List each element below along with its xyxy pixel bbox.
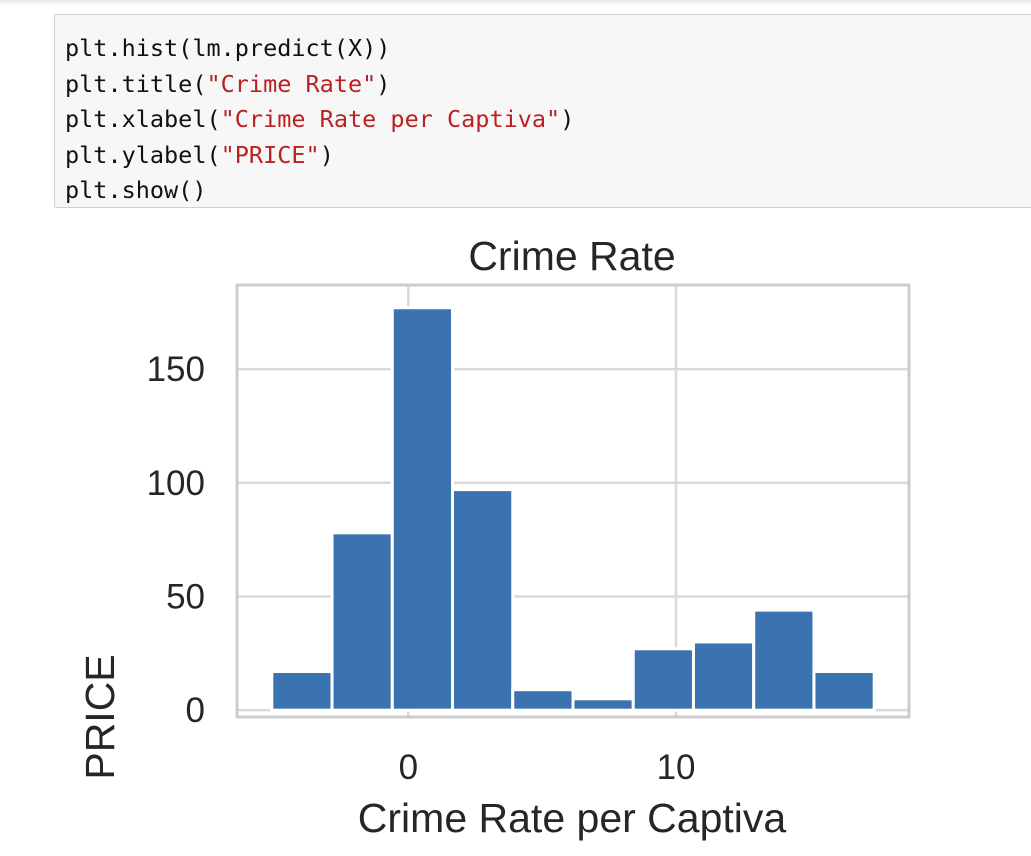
- y-tick-label: 150: [147, 350, 205, 389]
- x-tick-label: 0: [399, 748, 418, 787]
- code-token: ): [376, 69, 391, 98]
- code-line: plt.show(): [65, 173, 574, 209]
- y-tick-label: 0: [186, 691, 205, 730]
- code-string-token: "Crime Rate per Captiva": [220, 105, 561, 133]
- output-area: 0 50 100 150 0 10 Crime Rate Crime Rate per …: [0, 210, 1031, 856]
- histogram-bar: [691, 640, 756, 712]
- histogram-bar: [270, 670, 334, 712]
- histogram-bar: [571, 697, 635, 712]
- histogram-bar: [631, 647, 695, 712]
- code-editor[interactable]: plt.hist(lm.predict(X)) plt.title("Crime …: [65, 31, 574, 209]
- x-tick-labels: 0 10: [399, 748, 696, 787]
- histogram-bar: [330, 531, 394, 712]
- code-token: plt.ylabel(: [65, 140, 221, 169]
- code-token: plt.hist(lm.predict(X)): [65, 34, 391, 62]
- y-tick-labels: 0 50 100 150: [147, 350, 205, 730]
- histogram-bar: [812, 670, 876, 712]
- code-token: ): [319, 140, 334, 169]
- histogram-chart: 0 50 100 150 0 10 Crime Rate Crime Rate per …: [77, 233, 911, 841]
- code-line: plt.xlabel("Crime Rate per Captiva"): [65, 102, 574, 138]
- top-shadow: [0, 0, 1031, 6]
- chart-title: Crime Rate: [468, 233, 675, 279]
- y-axis-label: PRICE: [77, 654, 123, 779]
- x-tick-label: 10: [657, 748, 696, 787]
- code-token: plt.xlabel(: [65, 105, 221, 133]
- histogram-bar: [511, 688, 575, 712]
- code-string-token: "Crime Rate": [206, 69, 377, 98]
- code-line: plt.ylabel("PRICE"): [65, 138, 574, 174]
- code-string-token: "PRICE": [220, 140, 320, 169]
- histogram-bar: [451, 488, 515, 712]
- plot-frame: [235, 283, 911, 719]
- code-line: plt.hist(lm.predict(X)): [65, 31, 574, 67]
- y-tick-label: 100: [147, 464, 205, 503]
- y-tick-label: 50: [166, 577, 205, 616]
- code-token: plt.show(): [65, 176, 207, 204]
- code-line: plt.title("Crime Rate"): [65, 67, 574, 103]
- x-axis-label: Crime Rate per Captiva: [358, 795, 787, 841]
- histogram-bars: [270, 306, 876, 712]
- histogram-bar: [752, 608, 816, 712]
- code-token: plt.title(: [65, 69, 207, 98]
- code-cell-input[interactable]: plt.hist(lm.predict(X)) plt.title("Crime …: [54, 14, 1031, 208]
- code-token: ): [560, 105, 575, 133]
- histogram-bar: [390, 306, 455, 712]
